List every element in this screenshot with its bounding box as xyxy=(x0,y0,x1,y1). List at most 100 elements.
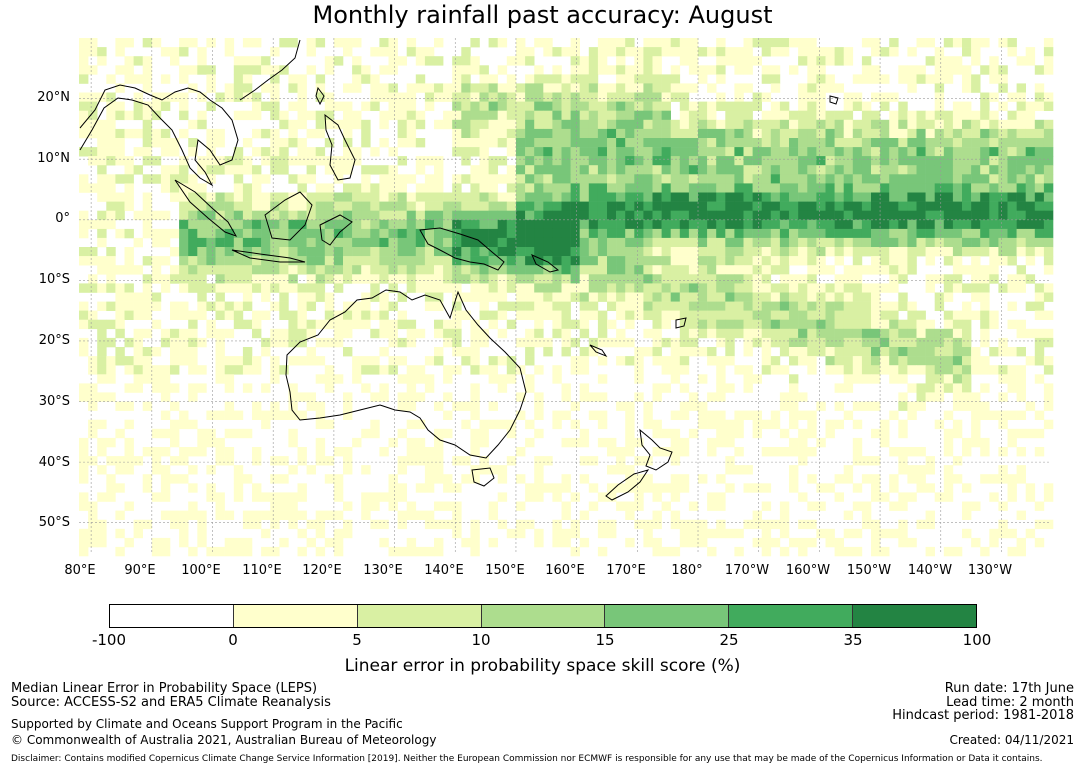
skill-cell xyxy=(570,247,580,257)
skill-cell xyxy=(634,492,644,502)
skill-cell xyxy=(816,483,826,493)
skill-cell xyxy=(424,256,435,266)
skill-cell xyxy=(670,437,681,448)
skill-cell xyxy=(506,456,517,466)
skill-cell xyxy=(789,483,799,493)
skill-cell xyxy=(79,447,89,457)
skill-cell xyxy=(179,256,189,266)
skill-cell xyxy=(124,183,134,193)
skill-cell xyxy=(388,101,398,111)
skill-cell xyxy=(1007,92,1017,102)
skill-cell xyxy=(579,56,590,66)
skill-cell xyxy=(852,156,863,166)
skill-cell xyxy=(989,110,999,121)
skill-cell xyxy=(388,92,398,102)
skill-cell xyxy=(224,365,235,375)
skill-cell xyxy=(679,119,690,130)
skill-cell xyxy=(1034,283,1045,293)
skill-cell xyxy=(388,247,398,257)
skill-cell xyxy=(434,156,444,166)
skill-cell xyxy=(133,265,143,275)
skill-cell xyxy=(188,328,198,339)
skill-cell xyxy=(880,247,890,257)
skill-cell xyxy=(561,228,571,239)
skill-cell xyxy=(306,247,316,257)
skill-cell xyxy=(415,156,426,166)
skill-cell xyxy=(115,319,125,330)
skill-cell xyxy=(579,101,590,111)
skill-cell xyxy=(343,101,353,111)
skill-cell xyxy=(506,528,517,539)
skill-cell xyxy=(88,256,98,266)
skill-cell xyxy=(898,374,908,384)
skill-cell xyxy=(843,192,854,202)
skill-cell xyxy=(452,456,462,466)
skill-cell xyxy=(352,210,362,221)
skill-cell xyxy=(916,347,926,357)
skill-cell xyxy=(989,128,999,139)
skill-cell xyxy=(834,383,844,393)
skill-cell xyxy=(525,283,535,293)
skill-cell xyxy=(871,110,881,121)
skill-cell xyxy=(816,237,826,248)
skill-cell xyxy=(743,265,753,275)
skill-cell xyxy=(871,474,881,484)
skill-cell xyxy=(861,56,872,66)
skill-cell xyxy=(698,474,708,484)
skill-cell xyxy=(816,210,826,221)
skill-cell xyxy=(488,38,498,48)
skill-cell xyxy=(789,392,799,402)
skill-cell xyxy=(1034,156,1045,166)
skill-cell xyxy=(525,128,535,139)
skill-cell xyxy=(306,256,316,266)
skill-cell xyxy=(424,174,435,184)
skill-cell xyxy=(761,347,772,357)
skill-cell xyxy=(1007,546,1017,557)
skill-grid-cells xyxy=(79,38,1054,557)
skill-cell xyxy=(197,183,207,193)
skill-cell xyxy=(770,38,781,48)
skill-cell xyxy=(861,310,872,320)
skill-cell xyxy=(843,383,854,393)
skill-cell xyxy=(916,328,926,339)
skill-cell xyxy=(661,47,671,57)
skill-cell xyxy=(370,219,380,230)
skill-cell xyxy=(379,247,389,257)
skill-cell xyxy=(980,337,990,348)
skill-cell xyxy=(452,183,462,193)
skill-cell xyxy=(661,383,671,393)
skill-cell xyxy=(998,528,1008,539)
skill-cell xyxy=(79,101,89,111)
skill-cell xyxy=(625,428,635,439)
skill-cell xyxy=(133,110,143,121)
skill-cell xyxy=(124,192,134,202)
skill-cell xyxy=(688,537,699,548)
skill-cell xyxy=(925,510,935,520)
skill-cell xyxy=(215,256,225,266)
skill-cell xyxy=(215,92,225,102)
skill-cell xyxy=(434,165,444,175)
colorbar-tick: 100 xyxy=(962,631,992,649)
skill-cell xyxy=(607,147,617,157)
skill-cell xyxy=(652,292,662,302)
skill-cell xyxy=(688,274,699,284)
skill-cell xyxy=(643,210,653,221)
skill-cell xyxy=(252,410,262,420)
skill-cell xyxy=(461,101,471,111)
skill-cell xyxy=(707,492,717,502)
skill-cell xyxy=(752,174,762,184)
skill-cell xyxy=(807,365,817,375)
skill-cell xyxy=(779,546,790,557)
skill-cell xyxy=(115,292,125,302)
skill-cell xyxy=(834,546,844,557)
skill-cell xyxy=(934,138,945,148)
skill-cell xyxy=(607,47,617,57)
skill-cell xyxy=(998,347,1008,357)
skill-cell xyxy=(452,483,462,493)
skill-cell xyxy=(525,119,535,130)
skill-cell xyxy=(252,65,262,75)
skill-cell xyxy=(1043,392,1054,402)
skill-cell xyxy=(188,337,198,348)
skill-cell xyxy=(434,247,444,257)
skill-cell xyxy=(97,519,107,530)
